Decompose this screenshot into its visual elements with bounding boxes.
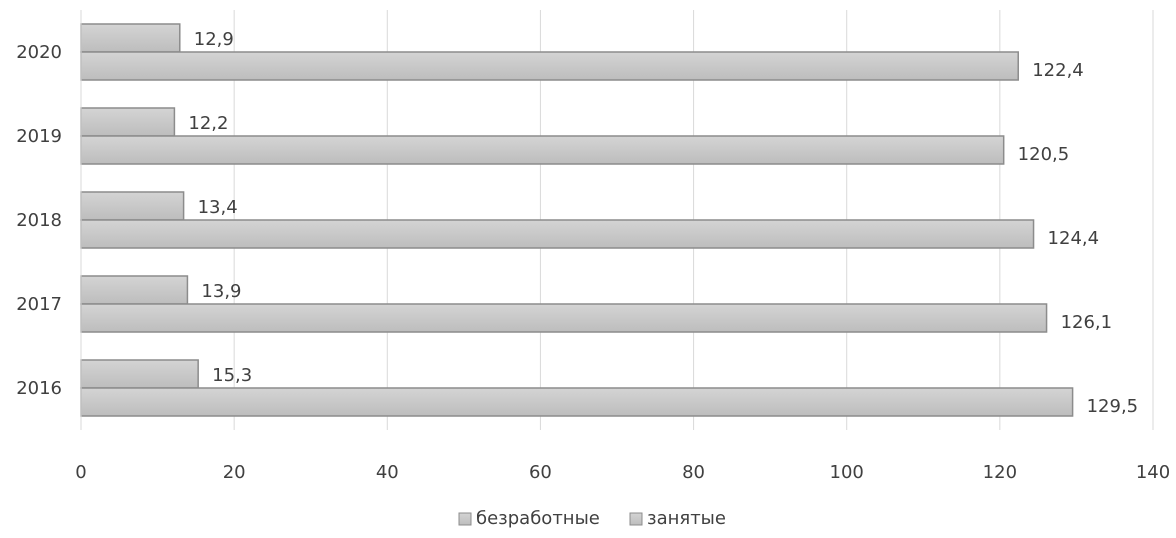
bars — [80, 23, 1074, 417]
y-axis: 2020 2019 2018 2017 2016 — [16, 10, 82, 430]
data-labels: 12,9 122,4 12,2 120,5 13,4 124,4 13,9 126,1 15,3… — [188, 29, 1138, 417]
y-tick-label: 2019 — [16, 126, 62, 147]
legend-swatch-unemployed — [458, 512, 472, 526]
bar-employed-2018 — [80, 219, 1035, 249]
data-label: 12,9 — [194, 29, 234, 50]
bar-unemployed-2017 — [80, 275, 189, 305]
bar-employed-2019 — [80, 135, 1005, 165]
x-tick-label: 100 — [830, 462, 864, 483]
data-label: 13,4 — [198, 197, 238, 218]
legend-label-unemployed: безработные — [476, 508, 600, 529]
data-label: 13,9 — [201, 281, 241, 302]
data-label: 126,1 — [1061, 312, 1113, 333]
bar-employed-2020 — [80, 51, 1019, 81]
legend-label-employed: занятые — [647, 508, 726, 529]
y-tick-label: 2016 — [16, 378, 62, 399]
data-label: 124,4 — [1048, 228, 1100, 249]
legend: безработные занятые — [458, 508, 726, 529]
data-label: 15,3 — [212, 365, 252, 386]
y-tick-label: 2020 — [16, 42, 62, 63]
legend-swatch-employed — [629, 512, 643, 526]
data-label: 120,5 — [1018, 144, 1070, 165]
x-tick-label: 40 — [376, 462, 399, 483]
data-label: 129,5 — [1087, 396, 1139, 417]
x-tick-label: 20 — [223, 462, 246, 483]
x-tick-label: 120 — [983, 462, 1017, 483]
y-tick-label: 2018 — [16, 210, 62, 231]
data-label: 12,2 — [188, 113, 228, 134]
bar-unemployed-2019 — [80, 107, 176, 137]
x-tick-label: 140 — [1136, 462, 1170, 483]
data-label: 122,4 — [1032, 60, 1084, 81]
x-axis: 0 20 40 60 80 100 120 140 — [75, 462, 1170, 483]
bar-employed-2016 — [80, 387, 1074, 417]
x-tick-label: 0 — [75, 462, 86, 483]
bar-unemployed-2016 — [80, 359, 199, 389]
bar-employed-2017 — [80, 303, 1048, 333]
x-tick-label: 60 — [529, 462, 552, 483]
bar-unemployed-2018 — [80, 191, 185, 221]
y-tick-label: 2017 — [16, 294, 62, 315]
x-tick-label: 80 — [682, 462, 705, 483]
bar-unemployed-2020 — [80, 23, 181, 53]
